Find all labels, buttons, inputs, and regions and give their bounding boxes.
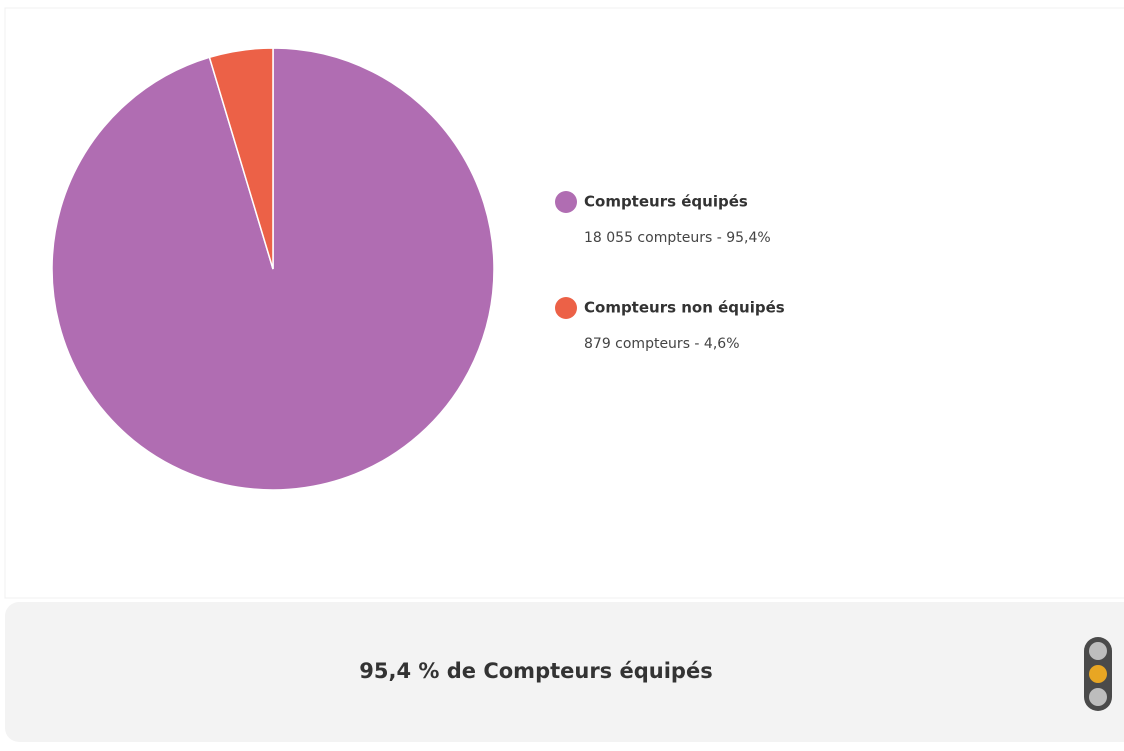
legend-detail: 18 055 compteurs - 95,4% xyxy=(584,230,771,246)
legend-swatch xyxy=(555,297,577,319)
pie-slice xyxy=(208,47,274,270)
summary-panel xyxy=(5,602,1124,742)
summary-text: 95,4 % de Compteurs équipés xyxy=(359,659,712,683)
legend-swatch xyxy=(555,191,577,213)
legend-label: Compteurs équipés xyxy=(584,193,748,211)
legend-label: Compteurs non équipés xyxy=(584,299,785,317)
traffic-light xyxy=(1084,637,1112,711)
legend-detail: 879 compteurs - 4,6% xyxy=(584,336,740,352)
